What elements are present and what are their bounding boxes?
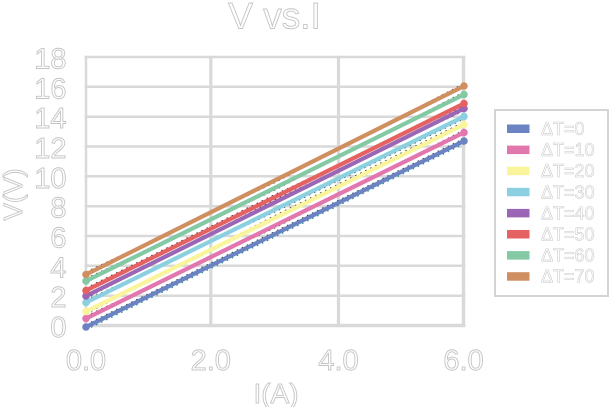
svg-text:V(V): V(V)	[0, 169, 28, 221]
svg-text:ΔT=60: ΔT=60	[541, 246, 595, 266]
svg-text:4.0: 4.0	[318, 345, 358, 377]
svg-text:ΔT=40: ΔT=40	[541, 203, 595, 223]
svg-text:8: 8	[50, 193, 66, 225]
svg-text:0: 0	[50, 312, 66, 344]
svg-text:V vs.I: V vs.I	[228, 0, 321, 36]
svg-text:ΔT=30: ΔT=30	[541, 182, 595, 202]
svg-text:ΔT=50: ΔT=50	[541, 225, 595, 245]
svg-text:0.0: 0.0	[66, 345, 106, 377]
svg-text:ΔT=70: ΔT=70	[541, 267, 595, 287]
svg-text:12: 12	[34, 133, 66, 165]
svg-text:18: 18	[34, 44, 66, 76]
svg-text:ΔT=20: ΔT=20	[541, 161, 595, 181]
svg-text:2.0: 2.0	[191, 345, 231, 377]
svg-text:2: 2	[50, 282, 66, 314]
svg-text:10: 10	[34, 163, 66, 195]
svg-text:4: 4	[50, 252, 66, 284]
svg-text:14: 14	[34, 103, 66, 135]
svg-text:6: 6	[50, 223, 66, 255]
svg-text:ΔT=10: ΔT=10	[541, 140, 595, 160]
svg-text:I(A): I(A)	[253, 378, 298, 407]
svg-text:6.0: 6.0	[443, 345, 483, 377]
svg-text:16: 16	[34, 73, 66, 105]
svg-text:ΔT=0: ΔT=0	[541, 119, 585, 139]
